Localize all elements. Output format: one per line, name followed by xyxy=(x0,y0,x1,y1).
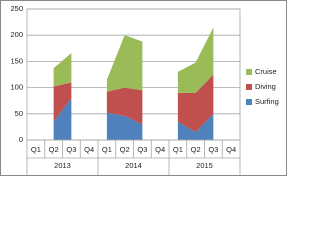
x-tick-label: Q1 xyxy=(173,145,183,154)
x-group-label: 2015 xyxy=(196,161,213,170)
x-tick-label: Q2 xyxy=(49,145,59,154)
y-tick-label: 100 xyxy=(10,83,23,92)
chart: 0 50 100 150 200 250 Q1 Q2 Q3 Q4 Q1 Q2 Q3 Q4 Q1 Q2 Q3 Q4 2… xyxy=(0,0,287,176)
legend-label: Surfing xyxy=(255,97,279,106)
x-tick-label: Q3 xyxy=(66,145,76,154)
x-group-label: 2014 xyxy=(125,161,142,170)
legend-swatch xyxy=(246,84,252,90)
x-group-label: 2013 xyxy=(54,161,71,170)
x-tick-label: Q4 xyxy=(84,145,94,154)
x-tick-label: Q1 xyxy=(31,145,41,154)
y-tick-label: 200 xyxy=(10,30,23,39)
x-tick-label: Q2 xyxy=(120,145,130,154)
area xyxy=(53,27,214,93)
legend-swatch xyxy=(246,69,252,75)
area xyxy=(53,98,214,140)
legend-label: Cruise xyxy=(255,67,277,76)
legend-swatch xyxy=(246,99,252,105)
x-tick-label: Q3 xyxy=(137,145,147,154)
page: {"chart_data": {"type": "stacked-area", … xyxy=(0,0,287,176)
x-tick-label: Q4 xyxy=(155,145,165,154)
y-tick-label: 150 xyxy=(10,56,23,65)
area xyxy=(53,74,214,133)
legend-label: Diving xyxy=(255,82,276,91)
x-tick-label: Q2 xyxy=(191,145,201,154)
x-tick-label: Q4 xyxy=(226,145,236,154)
y-tick-label: 50 xyxy=(15,109,23,118)
x-tick-label: Q1 xyxy=(102,145,112,154)
x-tick-label: Q3 xyxy=(208,145,218,154)
y-tick-label: 0 xyxy=(19,135,23,144)
y-tick-label: 250 xyxy=(10,4,23,13)
